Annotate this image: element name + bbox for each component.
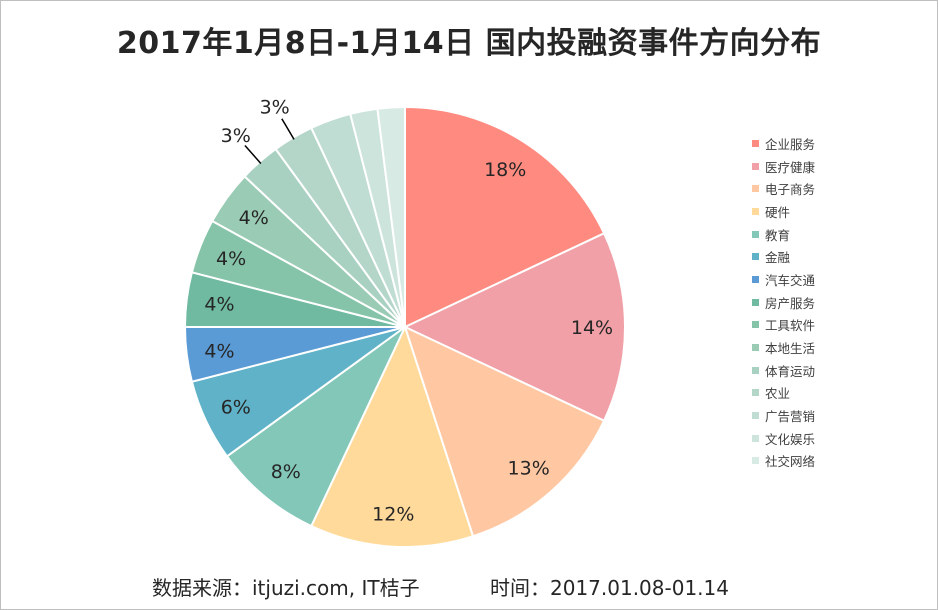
- legend-label: 教育: [765, 227, 791, 243]
- legend-label: 文化娱乐: [765, 431, 816, 447]
- pie-slice-1: [404, 105, 606, 329]
- data-label-10: 4%: [239, 207, 269, 229]
- legend-swatch: [752, 434, 759, 442]
- legend-item: 工具软件: [752, 314, 815, 337]
- legend-item: 广告营销: [752, 404, 815, 427]
- legend-swatch: [752, 457, 759, 465]
- legend-swatch: [752, 321, 759, 329]
- data-label-3: 13%: [508, 457, 550, 479]
- legend-item: 社交网络: [752, 450, 815, 473]
- legend-item: 教育: [752, 223, 815, 246]
- legend-label: 体育运动: [765, 363, 816, 379]
- pie-slice-2: [402, 231, 626, 423]
- legend-label: 金融: [765, 250, 791, 266]
- legend-item: 金融: [752, 245, 815, 268]
- legend-swatch: [752, 253, 759, 261]
- data-label-2: 14%: [571, 317, 613, 339]
- data-label-5: 8%: [271, 461, 301, 483]
- legend-label: 农业: [765, 386, 791, 402]
- legend-label: 本地生活: [765, 341, 816, 357]
- legend-swatch: [752, 389, 759, 397]
- legend-item: 电子商务: [752, 177, 815, 200]
- legend-label: 广告营销: [765, 409, 816, 425]
- data-label-8: 4%: [204, 294, 234, 316]
- data-label-11: 3%: [221, 125, 251, 147]
- label-leader-line-11: [244, 144, 262, 164]
- data-label-6: 6%: [221, 397, 251, 419]
- chart-title: 2017年1月8日-1月14日 国内投融资事件方向分布: [116, 26, 822, 61]
- data-label-7: 4%: [204, 340, 234, 362]
- legend-label: 社交网络: [765, 454, 816, 470]
- legend-item: 文化娱乐: [752, 427, 815, 450]
- legend-item: 企业服务: [752, 132, 815, 155]
- label-leader-line-12: [281, 118, 295, 140]
- legend-label: 汽车交通: [765, 272, 816, 288]
- time-range-note: 时间：2017.01.08-01.14: [490, 576, 729, 600]
- legend-label: 医疗健康: [765, 159, 816, 175]
- data-label-1: 18%: [484, 159, 526, 181]
- pie-slice-3: [403, 325, 606, 538]
- legend-item: 医疗健康: [752, 155, 815, 178]
- legend-swatch: [752, 230, 759, 238]
- legend-swatch: [752, 412, 759, 420]
- data-label-12: 3%: [260, 97, 290, 119]
- pie-slice-4: [309, 324, 475, 548]
- data-label-9: 4%: [216, 248, 246, 270]
- legend-label: 企业服务: [765, 136, 816, 152]
- legend-swatch: [752, 139, 759, 147]
- legend-swatch: [752, 185, 759, 193]
- legend-item: 农业: [752, 382, 815, 405]
- legend: 企业服务医疗健康电子商务硬件教育金融汽车交通房产服务工具软件本地生活体育运动农业…: [752, 132, 815, 472]
- legend-swatch: [752, 162, 759, 170]
- legend-label: 房产服务: [765, 295, 816, 311]
- legend-label: 工具软件: [765, 318, 816, 334]
- legend-item: 房产服务: [752, 291, 815, 314]
- legend-swatch: [752, 207, 759, 215]
- legend-swatch: [752, 366, 759, 374]
- legend-item: 汽车交通: [752, 268, 815, 291]
- legend-label: 电子商务: [765, 182, 816, 198]
- legend-label: 硬件: [765, 204, 791, 220]
- legend-item: 体育运动: [752, 359, 815, 382]
- legend-swatch: [752, 344, 759, 352]
- legend-item: 硬件: [752, 200, 815, 223]
- legend-swatch: [752, 298, 759, 306]
- legend-item: 本地生活: [752, 336, 815, 359]
- pie-slice-5: [225, 326, 406, 528]
- data-label-4: 12%: [372, 504, 414, 526]
- legend-swatch: [752, 275, 759, 283]
- pie-slice-15: [376, 105, 406, 328]
- data-source-note: 数据来源：itjuzi.com, IT桔子: [152, 576, 420, 600]
